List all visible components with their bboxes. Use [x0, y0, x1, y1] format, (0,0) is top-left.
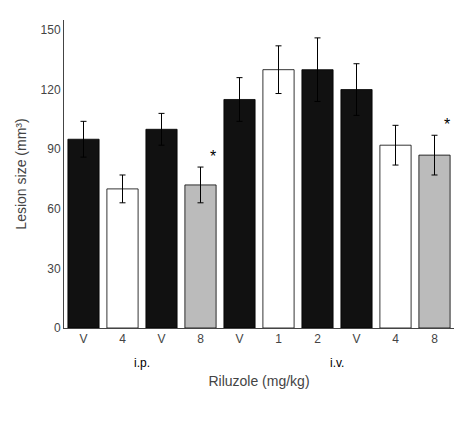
- svg-text:0: 0: [54, 321, 61, 335]
- svg-text:90: 90: [47, 142, 61, 156]
- svg-text:V: V: [352, 332, 360, 346]
- svg-text:i.v.: i.v.: [330, 356, 344, 370]
- svg-text:60: 60: [47, 202, 61, 216]
- svg-text:4: 4: [392, 332, 399, 346]
- svg-text:4: 4: [119, 332, 126, 346]
- svg-text:8: 8: [431, 332, 438, 346]
- svg-text:V: V: [235, 332, 243, 346]
- svg-text:1: 1: [275, 332, 282, 346]
- svg-text:*: *: [444, 116, 450, 133]
- svg-text:2: 2: [314, 332, 321, 346]
- svg-text:i.p.: i.p.: [134, 356, 150, 370]
- svg-text:V: V: [157, 332, 165, 346]
- svg-text:120: 120: [41, 83, 61, 97]
- svg-text:8: 8: [197, 332, 204, 346]
- svg-text:Lesion size (mm³): Lesion size (mm³): [13, 118, 29, 229]
- svg-text:30: 30: [47, 262, 61, 276]
- svg-text:Riluzole (mg/kg): Riluzole (mg/kg): [208, 373, 309, 389]
- svg-text:150: 150: [41, 23, 61, 37]
- svg-text:V: V: [79, 332, 87, 346]
- svg-text:*: *: [210, 148, 216, 165]
